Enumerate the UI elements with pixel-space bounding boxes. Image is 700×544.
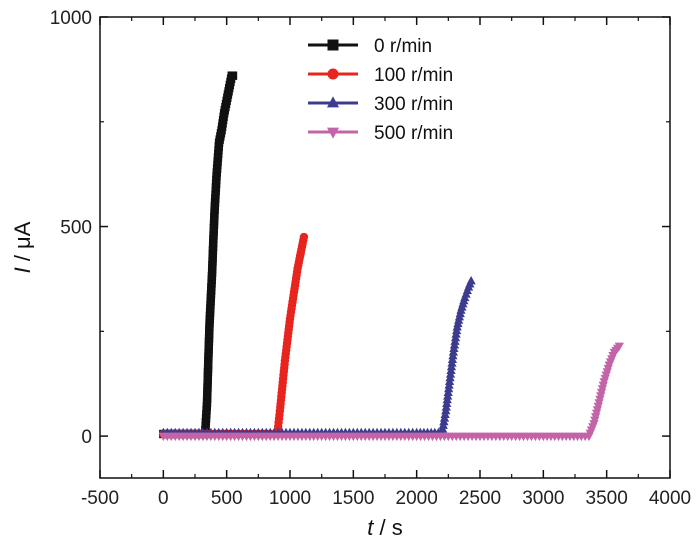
y-axis-title-rest: / μA [10, 221, 35, 267]
y-axis-title-italic: I [10, 267, 35, 273]
legend-marker [327, 68, 339, 80]
series-4 [158, 342, 624, 442]
legend-item-4: 500 r/min [308, 123, 453, 144]
x-axis-title: t / s [367, 515, 402, 540]
series-layer [158, 71, 624, 442]
series-point [614, 342, 624, 352]
legend-marker [327, 39, 339, 51]
x-tick-label: -500 [81, 488, 119, 509]
x-tick-label: 500 [211, 488, 243, 509]
legend: 0 r/min 100 r/min 300 r/min 500 r/min [308, 36, 453, 144]
x-tick-label: 2000 [396, 488, 438, 509]
legend-marker [326, 96, 340, 108]
legend-marker [326, 127, 340, 139]
series-point [466, 275, 476, 285]
x-tick-label: 0 [158, 488, 169, 509]
x-tick-label: 1000 [269, 488, 311, 509]
y-tick-label: 1000 [50, 8, 92, 29]
plot-background [100, 17, 670, 478]
series-point [299, 232, 309, 242]
x-tick-label: 3500 [586, 488, 628, 509]
legend-item-1: 0 r/min [308, 36, 432, 57]
y-axis-title: I / μA [10, 221, 35, 273]
legend-label: 0 r/min [374, 36, 432, 57]
legend-item-2: 100 r/min [308, 65, 453, 86]
x-tick-label: 3000 [522, 488, 564, 509]
legend-item-3: 300 r/min [308, 94, 453, 115]
series-point [228, 71, 238, 80]
axes-layer: -500 0 500 1000 1500 2000 2500 3000 3500 4000 0 500… [50, 8, 691, 509]
x-axis-title-italic: t [367, 515, 374, 540]
legend-label: 100 r/min [374, 65, 453, 86]
y-tick-label: 500 [60, 218, 92, 239]
x-tick-label: 4000 [649, 488, 691, 509]
x-tick-label: 2500 [459, 488, 501, 509]
y-tick-label: 0 [81, 427, 92, 448]
x-axis-title-rest: / s [373, 515, 402, 540]
legend-label: 500 r/min [374, 123, 453, 144]
legend-label: 300 r/min [374, 94, 453, 115]
plot-area [100, 17, 670, 478]
series-markers-4 [158, 342, 624, 442]
x-tick-label: 1500 [332, 488, 374, 509]
